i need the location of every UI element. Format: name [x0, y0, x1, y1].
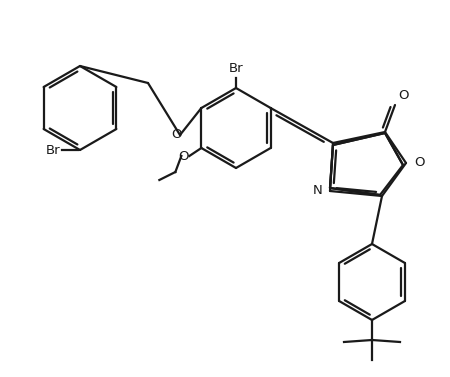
Text: O: O [178, 150, 189, 162]
Text: O: O [398, 89, 409, 102]
Text: O: O [414, 156, 424, 170]
Text: Br: Br [229, 62, 243, 75]
Text: O: O [171, 129, 181, 141]
Text: N: N [312, 184, 322, 198]
Text: Br: Br [45, 144, 60, 156]
